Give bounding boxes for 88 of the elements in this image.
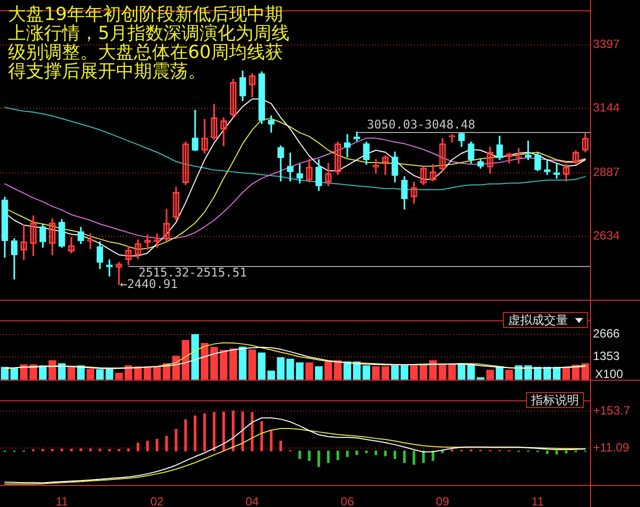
bar [564,450,568,454]
bar [267,370,276,380]
bar [156,438,158,452]
y-tick-label: 2887 [593,165,620,180]
bar [400,365,408,380]
bar [222,412,225,452]
bar [314,366,323,380]
x-tick-label: 11 [56,494,68,507]
bar [317,450,320,467]
bar [365,450,368,454]
bar [98,448,102,452]
bar [258,352,266,380]
bar [106,368,114,380]
bar [68,366,76,380]
bar [191,334,199,380]
bar [238,346,246,380]
bar [184,419,187,452]
bar [86,368,94,380]
bar [165,436,168,452]
bar [308,450,311,461]
bar [486,370,494,380]
bar [336,450,340,460]
x-tick-label: 04 [246,494,260,507]
bar [286,358,294,380]
bar [505,370,513,380]
bar [127,448,130,452]
bar [562,367,570,380]
chart-title: 虚拟成交量 [508,313,568,327]
bar [555,450,558,454]
bar [200,343,208,380]
bar [80,448,82,452]
bar [546,450,549,454]
bar [174,429,178,452]
bar [60,448,64,452]
y-tick-label: 1353 [593,349,620,364]
x-tick-label: 06 [340,494,354,507]
bar [279,440,282,452]
y-axis-title: X100 [595,367,624,381]
candlestick [106,259,113,277]
bar [229,348,237,380]
bar [372,366,380,380]
chart-title: 指标说明 [531,393,579,407]
bar [220,350,228,380]
x-tick-label: 02 [150,494,164,507]
bar [96,369,104,380]
y-tick-label: 3397 [593,37,620,52]
bar [324,361,332,380]
bar [10,368,18,380]
y-tick-label: 2634 [593,228,620,243]
y-tick-label: 2666 [593,326,620,341]
ref-line-label: 3050.03-3048.48 [366,118,476,132]
bar [194,415,196,452]
x-tick-label: 09 [436,494,450,507]
bar [232,410,234,452]
bar [248,350,256,380]
bar [412,450,416,465]
bar [210,346,218,380]
bar [362,365,370,380]
bar [305,362,314,380]
y-tick-label: 3144 [593,100,620,115]
x-tick-label: 11 [531,494,544,507]
y-tick-label: +153.7 [593,403,630,418]
bar [384,450,387,456]
y-tick-label: +11.09 [593,440,630,454]
bar [70,448,73,452]
bar [346,450,349,457]
bar [136,442,140,452]
bar [356,450,358,456]
bar [422,450,425,463]
bar [394,450,396,460]
bar [146,440,149,452]
bar [326,450,330,463]
bar [374,450,378,456]
bar [298,450,302,460]
bar [89,448,92,452]
bar [296,362,304,380]
bar [203,413,206,452]
bar [344,361,352,380]
bar [212,412,216,452]
bar [432,450,434,461]
bar [391,365,399,380]
bar [276,357,285,380]
bar [382,366,390,380]
bar [270,430,273,452]
bar [403,450,406,463]
bar [441,450,444,454]
bar [260,421,264,452]
bar [581,363,590,380]
